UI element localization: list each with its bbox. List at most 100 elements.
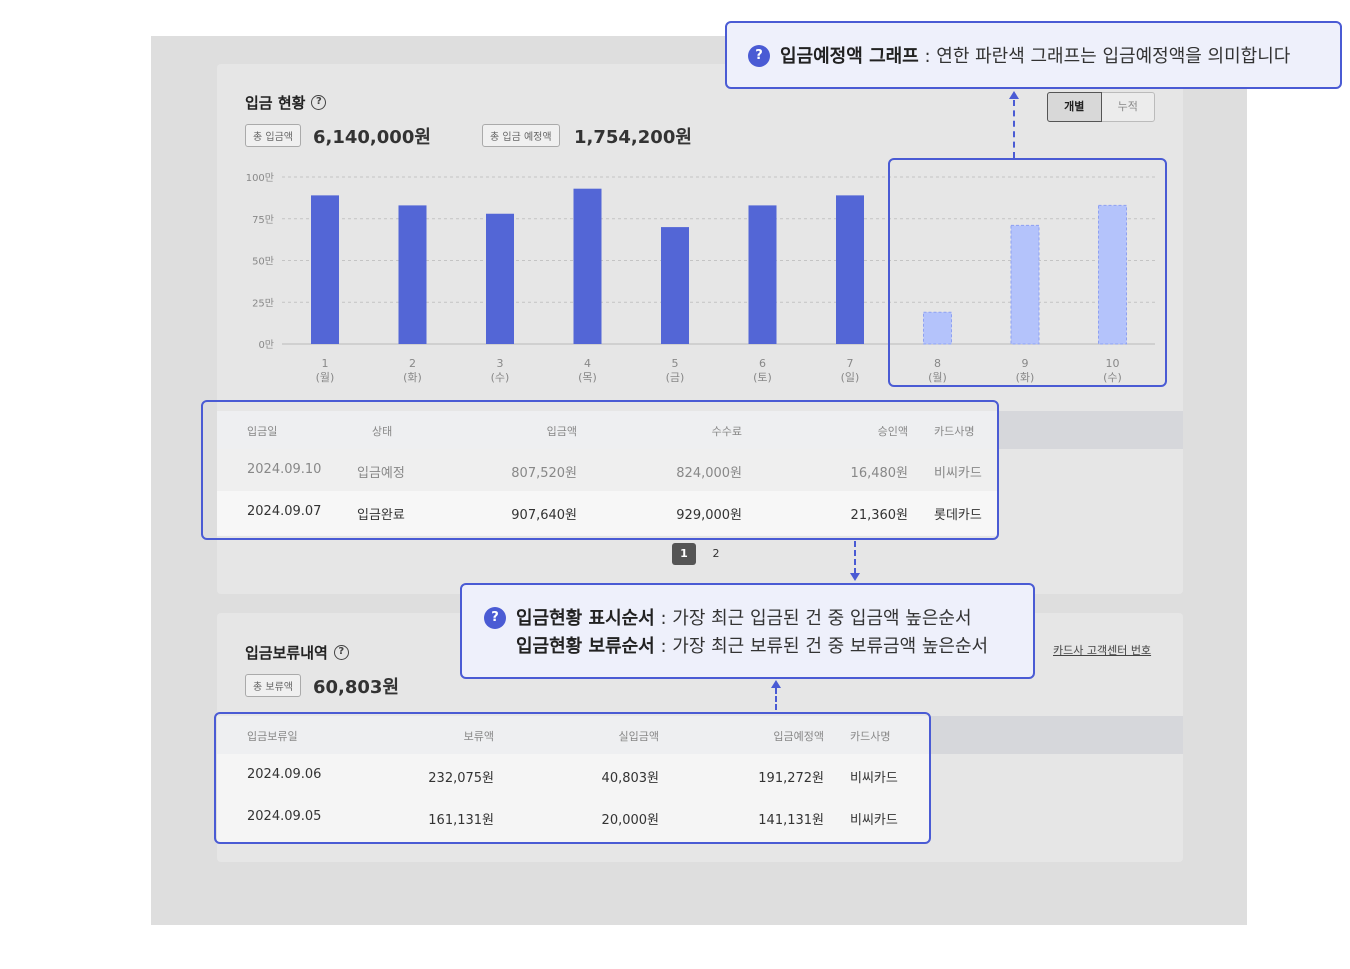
deposit-bar <box>398 205 427 344</box>
chart-mode-toggle: 개별 누적 <box>1047 92 1155 122</box>
order-connector-bottom <box>775 688 777 710</box>
expected-bar <box>1010 224 1040 345</box>
cell-date: 2024.09.07 <box>247 504 322 519</box>
graph-legend-callout: ? 입금예정액 그래프 : 연한 파란색 그래프는 입금예정액을 의미합니다 <box>725 21 1342 89</box>
x-tick-day: 4 <box>584 357 591 370</box>
graph-callout-desc: : 연한 파란색 그래프는 입금예정액을 의미합니다 <box>918 46 1291 67</box>
x-tick-weekday: (금) <box>666 371 685 384</box>
deposit-table: 입금일 상태 입금액 수수료 승인액 카드사명 2024.09.10 입금예정 … <box>217 411 997 536</box>
col-hold-amount: 보류액 <box>463 730 494 743</box>
table-row[interactable]: 2024.09.05 161,131원 20,000원 141,131원 비씨카… <box>217 796 929 840</box>
deposit-table-highlight <box>201 400 999 540</box>
cell-expected-amount: 191,272원 <box>758 771 824 786</box>
toggle-cumulative[interactable]: 누적 <box>1117 100 1138 113</box>
x-tick-weekday: (일) <box>841 370 860 384</box>
total-expected-chip: 총 입금 예정액 <box>482 124 560 147</box>
table-header-row: 입금보류일 보류액 실입금액 입금예정액 카드사명 <box>217 716 929 754</box>
x-tick-day: 8 <box>934 357 941 370</box>
card-support-link[interactable]: 카드사 고객센터 번호 <box>1053 644 1152 657</box>
order-callout-line2: 입금현황 보류순서 : 가장 최근 보류된 건 중 보류금액 높은순서 <box>516 632 988 658</box>
table-row[interactable]: 2024.09.06 232,075원 40,803원 191,272원 비씨카… <box>217 754 929 796</box>
total-hold-chip: 총 보류액 <box>245 674 301 697</box>
cell-hold-amount: 161,131원 <box>428 813 494 828</box>
x-tick-weekday: (화) <box>1016 371 1035 384</box>
deposit-bar-chart: 0만25만50만75만100만1(월)2(화)3(수)4(목)5(금)6(토)7… <box>246 172 1155 384</box>
arrow-up-icon <box>771 680 781 688</box>
hold-table: 입금보류일 보류액 실입금액 입금예정액 카드사명 2024.09.06 232… <box>217 716 929 842</box>
col-actual-amount: 실입금액 <box>618 730 659 743</box>
cell-amount: 807,520원 <box>511 466 577 481</box>
order-legend-callout: ? 입금현황 표시순서 : 가장 최근 입금된 건 중 입금액 높은순서 입금현… <box>460 583 1035 679</box>
deposit-status-title-text: 입금 현황 <box>245 94 306 112</box>
col-hold-date: 입금보류일 <box>247 730 298 743</box>
pagination: 1 2 <box>672 543 728 565</box>
col-approved: 승인액 <box>877 425 908 438</box>
cell-actual-amount: 40,803원 <box>601 771 659 786</box>
hold-history-title: 입금보류내역 ? <box>245 642 349 663</box>
cell-hold-date: 2024.09.06 <box>247 767 322 782</box>
col-card: 카드사명 <box>850 730 891 743</box>
cell-expected-amount: 141,131원 <box>758 813 824 828</box>
cell-date: 2024.09.10 <box>247 462 322 477</box>
hold-history-title-text: 입금보류내역 <box>245 644 328 662</box>
x-tick-day: 7 <box>847 357 854 370</box>
total-expected-value: 1,754,200원 <box>574 127 692 148</box>
cell-approved: 16,480원 <box>850 466 908 481</box>
cell-hold-date: 2024.09.05 <box>247 809 322 824</box>
cell-status: 입금예정 <box>357 466 405 481</box>
col-expected-amount: 입금예정액 <box>773 730 824 743</box>
cell-amount: 907,640원 <box>511 508 577 523</box>
table-row[interactable]: 2024.09.07 입금완료 907,640원 929,000원 21,360… <box>217 491 997 535</box>
x-tick-weekday: (토) <box>753 371 772 384</box>
order-connector-top <box>854 541 856 574</box>
deposit-bar <box>311 195 339 344</box>
question-icon: ? <box>484 607 506 629</box>
y-tick-label: 100만 <box>246 172 274 184</box>
deposit-status-title: 입금 현황 ? <box>245 92 327 113</box>
deposit-bar <box>661 227 689 344</box>
x-tick-day: 10 <box>1106 357 1120 370</box>
deposit-bar <box>486 213 514 344</box>
y-tick-label: 50만 <box>252 256 274 268</box>
arrow-up-icon <box>1009 91 1019 99</box>
x-tick-weekday: (화) <box>403 371 422 384</box>
order-callout-line1: 입금현황 표시순서 : 가장 최근 입금된 건 중 입금액 높은순서 <box>516 604 972 630</box>
x-tick-weekday: (수) <box>491 371 510 384</box>
order-line1-bold: 입금현황 표시순서 <box>516 608 655 629</box>
order-line1-desc: : 가장 최근 입금된 건 중 입금액 높은순서 <box>654 608 972 629</box>
order-line2-desc: : 가장 최근 보류된 건 중 보류금액 높은순서 <box>654 636 989 657</box>
cell-card: 비씨카드 <box>850 771 898 786</box>
table-header-row: 입금일 상태 입금액 수수료 승인액 카드사명 <box>217 411 997 449</box>
page-1-button[interactable]: 1 <box>672 543 696 565</box>
help-icon[interactable]: ? <box>311 95 327 110</box>
expected-bars-highlight <box>888 158 1167 387</box>
deposit-bar <box>836 195 864 344</box>
graph-connector <box>1013 100 1015 158</box>
help-icon[interactable]: ? <box>333 645 349 660</box>
col-card: 카드사명 <box>934 425 975 438</box>
x-tick-day: 5 <box>672 357 679 370</box>
col-amount: 입금액 <box>546 425 577 438</box>
cell-hold-amount: 232,075원 <box>428 771 494 786</box>
graph-callout-bold: 입금예정액 그래프 <box>780 46 919 67</box>
cell-card: 롯데카드 <box>934 508 982 523</box>
page-2-button[interactable]: 2 <box>712 547 720 560</box>
y-tick-label: 25만 <box>252 297 274 309</box>
cell-fee: 824,000원 <box>676 466 742 481</box>
hold-table-highlight <box>214 712 931 844</box>
total-hold-value: 60,803원 <box>313 677 400 698</box>
cell-status: 입금완료 <box>357 508 405 523</box>
question-icon: ? <box>748 45 770 67</box>
x-tick-weekday: (목) <box>578 371 597 384</box>
col-fee: 수수료 <box>711 425 742 438</box>
cell-approved: 21,360원 <box>850 508 908 523</box>
cell-card: 비씨카드 <box>850 813 898 828</box>
cell-card: 비씨카드 <box>934 466 982 481</box>
toggle-individual[interactable]: 개별 <box>1047 92 1102 122</box>
order-line2-bold: 입금현황 보류순서 <box>516 636 655 657</box>
x-tick-day: 3 <box>497 357 504 370</box>
arrow-down-icon <box>850 573 860 581</box>
cell-fee: 929,000원 <box>676 508 742 523</box>
deposit-bar <box>573 188 602 344</box>
table-row[interactable]: 2024.09.10 입금예정 807,520원 824,000원 16,480… <box>217 449 997 491</box>
